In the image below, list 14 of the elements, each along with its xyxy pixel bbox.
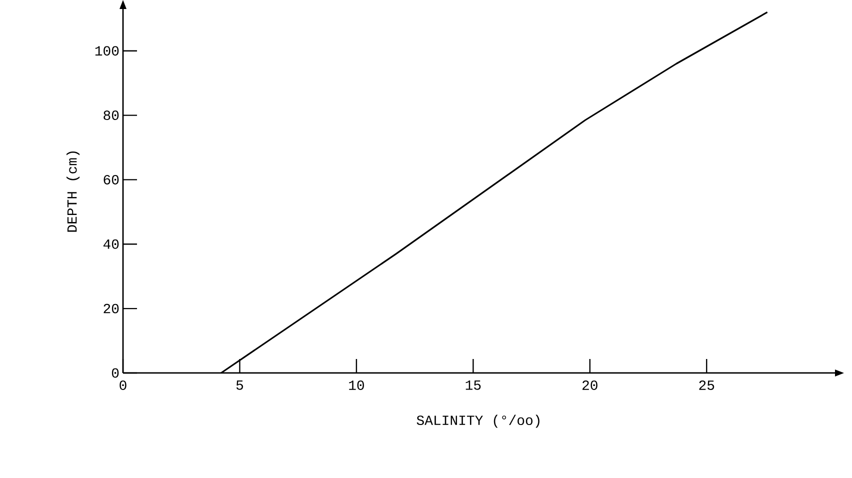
y-tick-label: 40 [103,239,119,249]
x-tick-label: 0 [120,380,126,390]
y-tick-label: 20 [104,304,119,314]
x-axis-title: SALINITY (°/oo) [416,414,540,428]
y-tick-label: 80 [104,110,119,120]
x-tick-label: 20 [582,380,598,390]
x-tick-label: 25 [699,380,714,390]
y-axis-title: DEPTH (cm) [66,151,80,232]
x-tick-label: 15 [466,380,481,390]
y-tick-label: 100 [95,46,119,56]
x-tick-label: 10 [349,380,364,390]
x-tick-label: 5 [236,380,244,390]
y-tick-label: 60 [104,174,119,184]
y-tick-label: 0 [112,368,119,378]
